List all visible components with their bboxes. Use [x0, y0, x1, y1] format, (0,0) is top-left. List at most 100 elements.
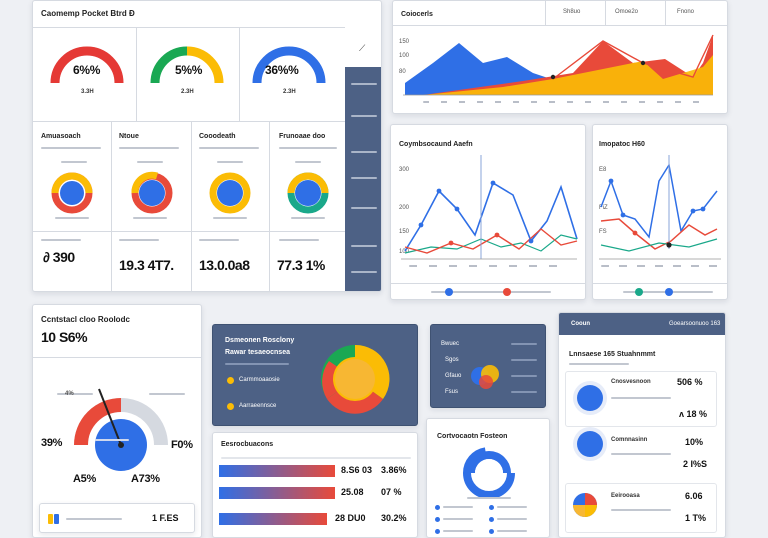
divider [136, 27, 137, 121]
placeholder-line [569, 363, 629, 365]
placeholder-line [217, 161, 243, 163]
area-tab-2[interactable]: Omoe2o [615, 9, 639, 15]
placeholder-line [279, 239, 319, 241]
stats-item-box-1 [565, 371, 717, 427]
nav-item[interactable] [351, 83, 377, 85]
donut-legend-2: Aarraeennsce [239, 403, 277, 409]
divider [269, 121, 270, 291]
nav-item[interactable] [351, 245, 377, 247]
nav-item[interactable] [351, 151, 377, 153]
gauge-3-value: 36%% [265, 63, 299, 77]
big-gauge-footer: 1 F.ES [39, 503, 195, 533]
legend-dot-orange [227, 377, 234, 384]
side-nav [345, 67, 381, 291]
placeholder-line [497, 530, 527, 532]
big-gauge-right: F0% [171, 439, 193, 451]
divider [33, 357, 201, 358]
bar-row-2 [219, 487, 335, 499]
stats-row-3-value: 10% [685, 437, 704, 447]
legend-dot-blue [445, 288, 453, 296]
bar-row-1-label: 8.S6 03 [341, 465, 373, 475]
area-tab-1[interactable]: Sh8uo [563, 9, 581, 15]
stats-row-4-value: 2 I%S [683, 459, 708, 469]
stats-row-5-value: 6.06 [685, 491, 703, 501]
stats-panel: Cooun Goearsoonuoo 163 Lnnsaese 165 Stua… [558, 312, 726, 538]
y-tick: 80 [399, 69, 406, 75]
collapse-icon[interactable]: ⟋ [359, 43, 366, 53]
big-gauge-bottom-right: A73% [131, 473, 160, 485]
placeholder-line [213, 217, 247, 219]
mini-card-1-title: Amuasoach [41, 133, 81, 140]
y-tick: 150 [399, 229, 410, 235]
line-chart-a-title: Coymbsocaund Aaefn [399, 141, 473, 148]
legend-dot-green [635, 288, 643, 296]
placeholder-line [119, 147, 179, 149]
stats-dot-1 [577, 385, 603, 411]
mini-card-1-value: ∂ 390 [43, 249, 75, 265]
pie-panel: Cortvocaotn Fosteon [426, 418, 550, 538]
gauge-3 [252, 46, 326, 84]
bar-row-1-pct: 3.86% [381, 465, 407, 475]
divider [665, 1, 666, 25]
mini-card-4-value: 77.3 1% [277, 257, 325, 273]
bar-row-3-pct: 30.2% [381, 513, 407, 523]
divider [545, 1, 546, 25]
nav-item[interactable] [351, 271, 377, 273]
footer-icon [48, 514, 53, 524]
placeholder-line [511, 391, 537, 393]
placeholder-line [149, 393, 185, 395]
pie-legend-dot [489, 517, 494, 522]
mini-dark-panel: Bwuec Sgos Gfauo Fsus [430, 324, 546, 408]
stats-row-1-label: Cnosvesnoon [611, 379, 651, 385]
nav-item[interactable] [351, 207, 377, 209]
x-axis-labels [423, 101, 703, 103]
bar-row-3-label: 28 DU0 [335, 513, 366, 523]
pie-panel-title: Cortvocaotn Fosteon [437, 433, 508, 440]
mini-donut-3 [209, 172, 251, 214]
placeholder-line [611, 509, 671, 511]
gauge-1 [50, 46, 124, 84]
divider [111, 121, 112, 291]
placeholder-line [511, 375, 537, 377]
mini-dark-item-2: Sgos [445, 357, 459, 363]
blend-circle-red [479, 375, 493, 389]
gauge-1-sub: 3.3H [81, 89, 94, 95]
divider [593, 283, 727, 284]
mini-dark-item-1: Bwuec [441, 341, 460, 347]
placeholder-line [199, 239, 239, 241]
stats-row-1-value: 506 % [677, 377, 703, 387]
nav-item[interactable] [351, 115, 377, 117]
placeholder-line [443, 530, 473, 532]
x-axis-labels [601, 265, 721, 267]
placeholder-line [443, 506, 473, 508]
gauges-panel: Caomemp Pocket Btrd Ð 6%% 3.3H 5%% 2.3H … [32, 0, 382, 292]
placeholder-line [295, 161, 321, 163]
placeholder-line [119, 239, 159, 241]
placeholder-line [279, 147, 337, 149]
divider [605, 1, 606, 25]
gauge-2-sub: 2.3H [181, 89, 194, 95]
area-chart [403, 34, 714, 96]
nav-item[interactable] [351, 177, 377, 179]
bars-panel: Eesrocbuacons 8.S6 03 3.86% 25.08 07 % 2… [212, 432, 418, 538]
legend-dot-orange-2 [227, 403, 234, 410]
donut-panel-subtitle: Rawar tesaeocnsea [225, 349, 290, 356]
placeholder-line [57, 393, 93, 395]
placeholder-line [66, 518, 122, 520]
placeholder-line [41, 239, 81, 241]
y-tick: FS [599, 229, 607, 235]
stats-header-right: Goearsoonuoo 163 [669, 321, 721, 327]
area-tab-3[interactable]: Fnono [677, 9, 695, 15]
placeholder-line [133, 217, 167, 219]
divider [33, 27, 345, 28]
mini-card-2-value: 19.3 4T7. [119, 257, 174, 273]
divider [33, 121, 345, 122]
legend-dot-blue [665, 288, 673, 296]
footer-value: 1 F.ES [152, 513, 179, 523]
mini-card-3-title: Cooodeath [199, 133, 236, 140]
footer-icon-2 [54, 514, 59, 524]
y-tick: 100 [399, 53, 410, 59]
mini-card-4-title: Frunoaae doo [279, 133, 326, 140]
bar-row-1 [219, 465, 335, 477]
placeholder-line [61, 161, 87, 163]
